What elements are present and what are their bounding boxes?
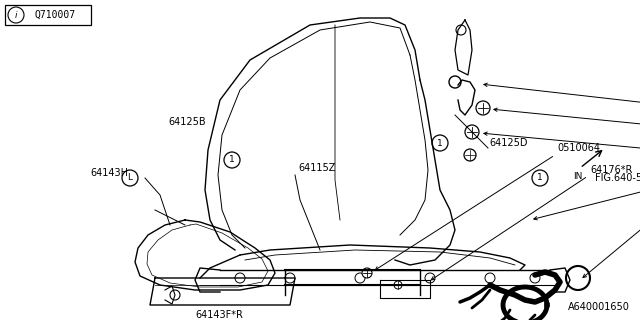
Text: 0510064: 0510064: [557, 143, 600, 153]
Circle shape: [566, 266, 590, 290]
Circle shape: [465, 125, 479, 139]
Circle shape: [122, 170, 138, 186]
Text: Q710007: Q710007: [35, 10, 76, 20]
Circle shape: [8, 7, 24, 23]
Text: 64115Z: 64115Z: [298, 163, 335, 173]
Circle shape: [355, 273, 365, 283]
Circle shape: [485, 273, 495, 283]
Circle shape: [532, 170, 548, 186]
Circle shape: [224, 152, 240, 168]
Text: 1: 1: [229, 156, 235, 164]
Circle shape: [394, 281, 402, 289]
Circle shape: [425, 273, 435, 283]
Text: IN: IN: [573, 172, 582, 181]
Circle shape: [530, 273, 540, 283]
Text: FIG.640-5: FIG.640-5: [595, 173, 640, 183]
Circle shape: [456, 25, 466, 35]
Text: L: L: [127, 173, 132, 182]
Circle shape: [285, 273, 295, 283]
FancyBboxPatch shape: [5, 5, 91, 25]
Circle shape: [432, 135, 448, 151]
Text: i: i: [15, 11, 17, 20]
Circle shape: [170, 290, 180, 300]
Text: A640001650: A640001650: [568, 302, 630, 312]
Circle shape: [235, 273, 245, 283]
Text: 64143H: 64143H: [90, 168, 128, 178]
Text: 64176*R: 64176*R: [590, 165, 632, 175]
Circle shape: [476, 101, 490, 115]
Circle shape: [464, 149, 476, 161]
Circle shape: [362, 268, 372, 278]
Text: 1: 1: [437, 139, 443, 148]
Text: 1: 1: [537, 173, 543, 182]
Text: 64125D: 64125D: [489, 138, 527, 148]
Text: 64125B: 64125B: [168, 117, 205, 127]
Text: 64143F*R: 64143F*R: [195, 310, 243, 320]
Circle shape: [449, 76, 461, 88]
